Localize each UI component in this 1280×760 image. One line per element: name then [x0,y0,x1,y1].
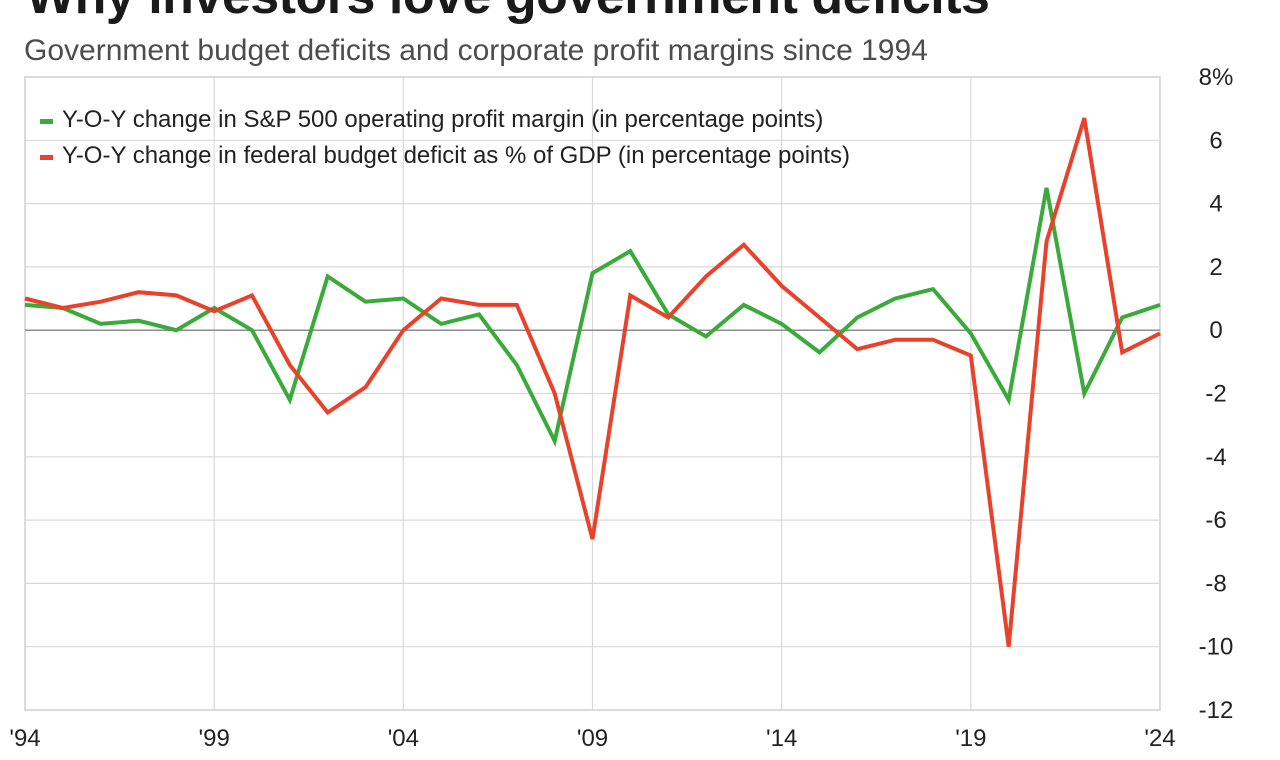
series-line-profit-margin [24,187,1161,447]
y-axis-ticks: 8% 6 4 2 0 -2 -4 -6 -8 -10 -12 [1199,64,1234,724]
y-tick-label: 8% [1199,64,1234,91]
y-tick-label: -10 [1199,634,1234,661]
y-tick-label: 2 [1209,254,1222,281]
y-tick-label: -6 [1205,507,1226,534]
series-line-budget-deficit [24,117,1161,647]
y-tick-label: -12 [1199,697,1234,724]
x-tick-label: '24 [1144,725,1175,752]
chart-title: Why investors love government deficits [26,0,990,26]
y-tick-label: 4 [1209,191,1222,218]
y-tick-label: 0 [1209,317,1222,344]
x-tick-label: '99 [199,725,230,752]
y-tick-label: -8 [1205,570,1226,597]
x-tick-label: '09 [577,725,608,752]
y-tick-label: -2 [1205,381,1226,408]
x-axis-ticks: '94 '99 '04 '09 '14 '19 '24 [9,725,1175,752]
legend: Y-O-Y change in S&P 500 operating profit… [40,106,850,169]
x-tick-label: '94 [9,725,40,752]
legend-swatch [40,119,53,124]
series-lines [24,117,1161,647]
x-tick-label: '14 [766,725,797,752]
gridlines [24,76,1161,711]
x-tick-label: '04 [388,725,419,752]
x-tick-label: '19 [955,725,986,752]
legend-swatch [40,155,53,160]
legend-label: Y-O-Y change in federal budget deficit a… [62,142,850,169]
chart-subtitle: Government budget deficits and corporate… [24,34,928,67]
y-tick-label: 6 [1209,127,1222,154]
legend-label: Y-O-Y change in S&P 500 operating profit… [62,106,823,133]
y-tick-label: -4 [1205,444,1226,471]
